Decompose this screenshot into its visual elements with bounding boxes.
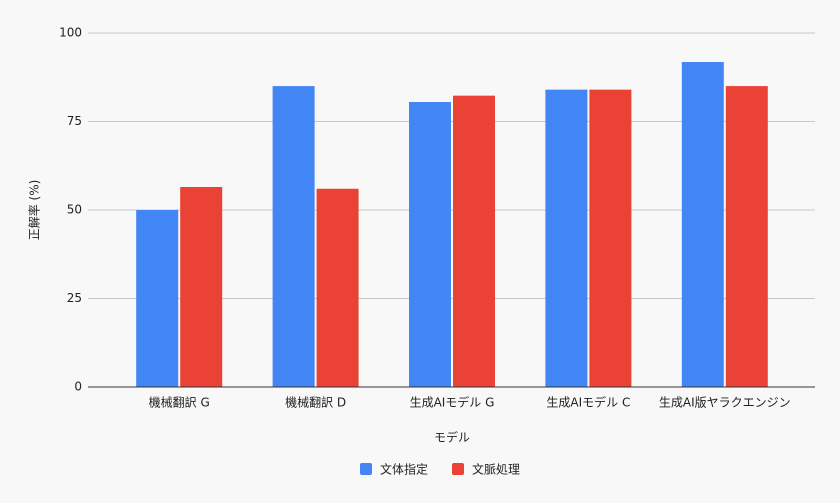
bar [453, 95, 495, 388]
x-tick-label: 機械翻訳 D [285, 395, 346, 410]
legend-swatch [360, 463, 372, 475]
y-tick-label: 100 [59, 26, 82, 40]
legend-swatch [452, 463, 464, 475]
y-tick-label: 75 [67, 114, 82, 128]
bar [725, 86, 768, 387]
legend-label: 文体指定 [380, 462, 428, 477]
x-tick-label: 機械翻訳 G [149, 395, 210, 410]
y-tick-label: 50 [67, 203, 82, 217]
legend-label: 文脈処理 [472, 462, 520, 477]
x-tick-label: 生成AIモデル C [546, 395, 630, 410]
y-tick-label: 0 [74, 380, 82, 394]
bar [589, 89, 632, 387]
y-tick-label: 25 [67, 291, 82, 305]
bar [316, 188, 359, 387]
y-axis-title: 正解率 (%) [27, 180, 42, 241]
bar [136, 210, 179, 387]
x-axis-title: モデル [434, 430, 470, 445]
bar [272, 86, 315, 387]
x-tick-label: 生成AIモデル G [410, 395, 495, 410]
x-tick-label: 生成AI版ヤラクエンジン [659, 396, 791, 410]
bar [180, 186, 223, 387]
bar [681, 62, 724, 387]
bar [409, 102, 451, 387]
bar [545, 89, 588, 387]
